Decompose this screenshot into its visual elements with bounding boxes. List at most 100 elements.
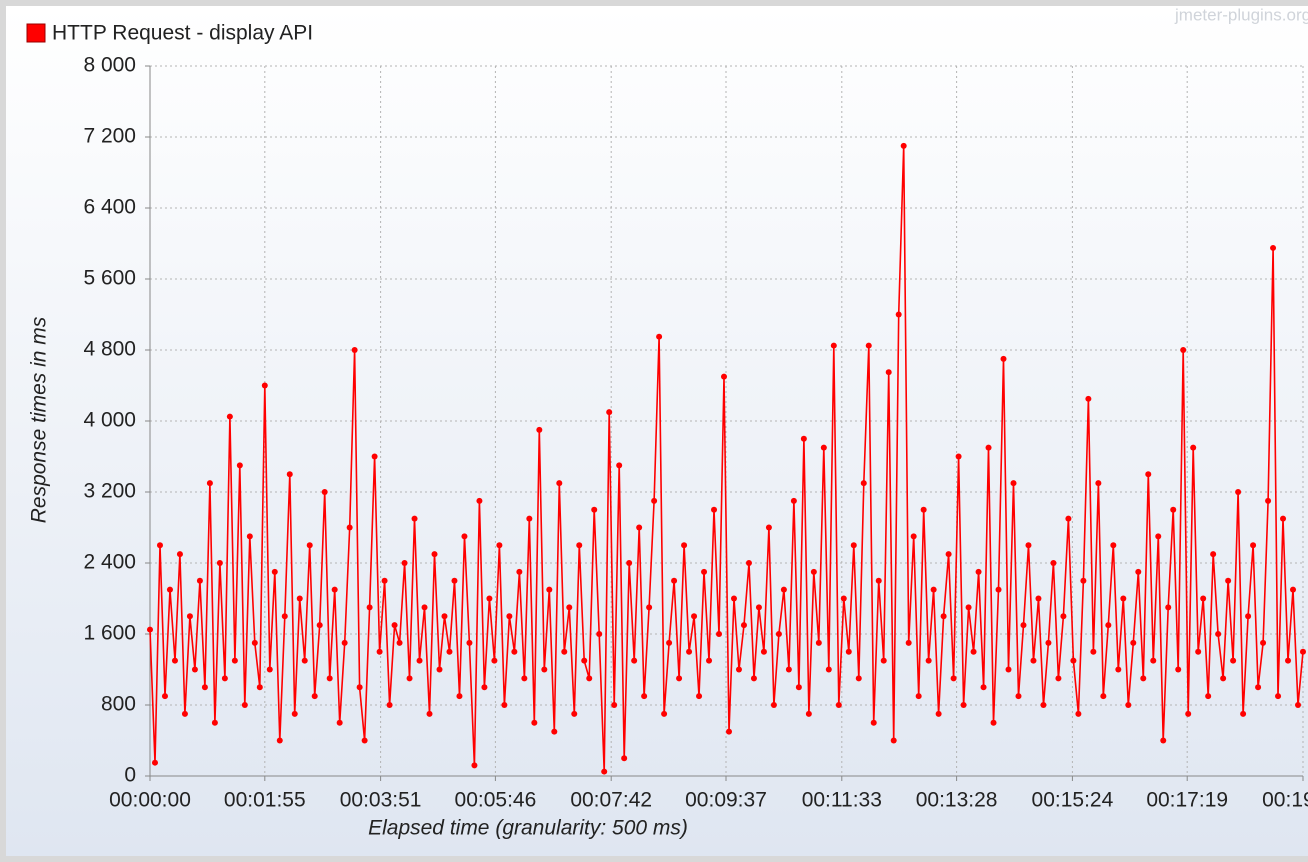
x-tick-label: 00:00:00 (109, 789, 191, 812)
data-point (1110, 542, 1117, 549)
x-tick-label: 00:01:55 (224, 789, 306, 812)
watermark: jmeter-plugins.org (1174, 5, 1308, 24)
data-point (935, 710, 942, 717)
data-point (745, 560, 752, 566)
data-point (800, 435, 807, 442)
data-point (1265, 497, 1272, 504)
x-tick-label: 00:07:42 (570, 789, 652, 812)
y-axis-label: Response times in ms (28, 316, 51, 523)
data-point (990, 719, 997, 726)
data-point (915, 693, 922, 700)
data-point (1005, 666, 1012, 673)
data-point (406, 675, 413, 682)
data-point (1205, 693, 1212, 700)
data-point (676, 675, 683, 682)
data-point (1060, 613, 1067, 620)
data-point (1195, 648, 1202, 655)
data-point (251, 639, 258, 646)
data-point (541, 666, 548, 673)
data-point (646, 604, 653, 611)
data-point (1000, 355, 1007, 362)
data-point (1075, 710, 1082, 717)
data-point (436, 666, 443, 673)
data-point (1065, 515, 1072, 522)
data-point (306, 542, 313, 549)
data-point (765, 524, 772, 531)
data-point (147, 626, 153, 633)
x-tick-label: 00:15:24 (1032, 789, 1114, 812)
data-point (1050, 560, 1057, 566)
data-point (895, 311, 902, 318)
data-point (381, 577, 388, 584)
data-point (161, 693, 168, 700)
data-point (980, 684, 987, 691)
data-point (1300, 648, 1306, 655)
data-point (246, 533, 253, 540)
data-point (311, 693, 318, 700)
data-point (661, 710, 668, 717)
data-point (1170, 506, 1177, 513)
data-point (945, 551, 952, 558)
data-point (1045, 639, 1052, 646)
data-point (1120, 595, 1127, 602)
data-point (301, 657, 308, 664)
data-point (536, 426, 543, 433)
data-point (740, 622, 747, 629)
data-point (411, 515, 418, 522)
data-point (271, 568, 278, 575)
data-point (1080, 577, 1087, 584)
data-point (671, 577, 678, 584)
x-tick-label: 00:11:33 (802, 789, 882, 812)
data-point (706, 657, 713, 664)
data-point (516, 568, 523, 575)
data-point (1010, 480, 1017, 487)
data-point (556, 480, 563, 487)
data-point (606, 409, 613, 416)
data-point (1165, 604, 1172, 611)
data-point (910, 533, 917, 540)
x-tick-label: 00:03:51 (340, 789, 422, 812)
data-point (1230, 657, 1237, 664)
legend-swatch (26, 23, 46, 43)
data-point (596, 631, 603, 637)
data-point (591, 506, 598, 513)
data-point (456, 693, 463, 700)
x-axis-label: Elapsed time (granularity: 500 ms) (368, 817, 688, 840)
data-point (940, 613, 947, 620)
data-point (730, 595, 737, 602)
data-point (795, 684, 802, 691)
data-point (351, 347, 358, 353)
data-point (286, 471, 293, 478)
data-point (845, 648, 852, 655)
data-point (566, 604, 573, 611)
data-point (1135, 568, 1142, 575)
data-point (1255, 684, 1262, 691)
data-point (586, 675, 593, 682)
data-point (1260, 639, 1267, 646)
y-tick-label: 5 600 (83, 267, 136, 290)
data-point (496, 542, 503, 549)
data-point (371, 453, 378, 460)
data-point (770, 702, 777, 708)
data-point (1215, 631, 1222, 637)
data-point (805, 710, 812, 717)
data-point (711, 506, 718, 513)
data-point (431, 551, 438, 558)
data-point (466, 639, 473, 646)
data-point (855, 675, 862, 682)
data-point (696, 693, 703, 700)
data-point (1200, 595, 1207, 602)
data-point (191, 666, 198, 673)
data-point (880, 657, 887, 664)
data-point (546, 586, 553, 593)
data-point (151, 759, 158, 766)
data-point (261, 382, 268, 389)
data-point (416, 657, 423, 664)
data-point (481, 684, 488, 691)
data-point (206, 480, 213, 487)
data-point (641, 693, 648, 700)
data-point (241, 702, 248, 708)
x-tick-label: 00:19:15 (1262, 789, 1308, 812)
data-point (426, 710, 433, 717)
y-tick-label: 800 (101, 693, 136, 716)
